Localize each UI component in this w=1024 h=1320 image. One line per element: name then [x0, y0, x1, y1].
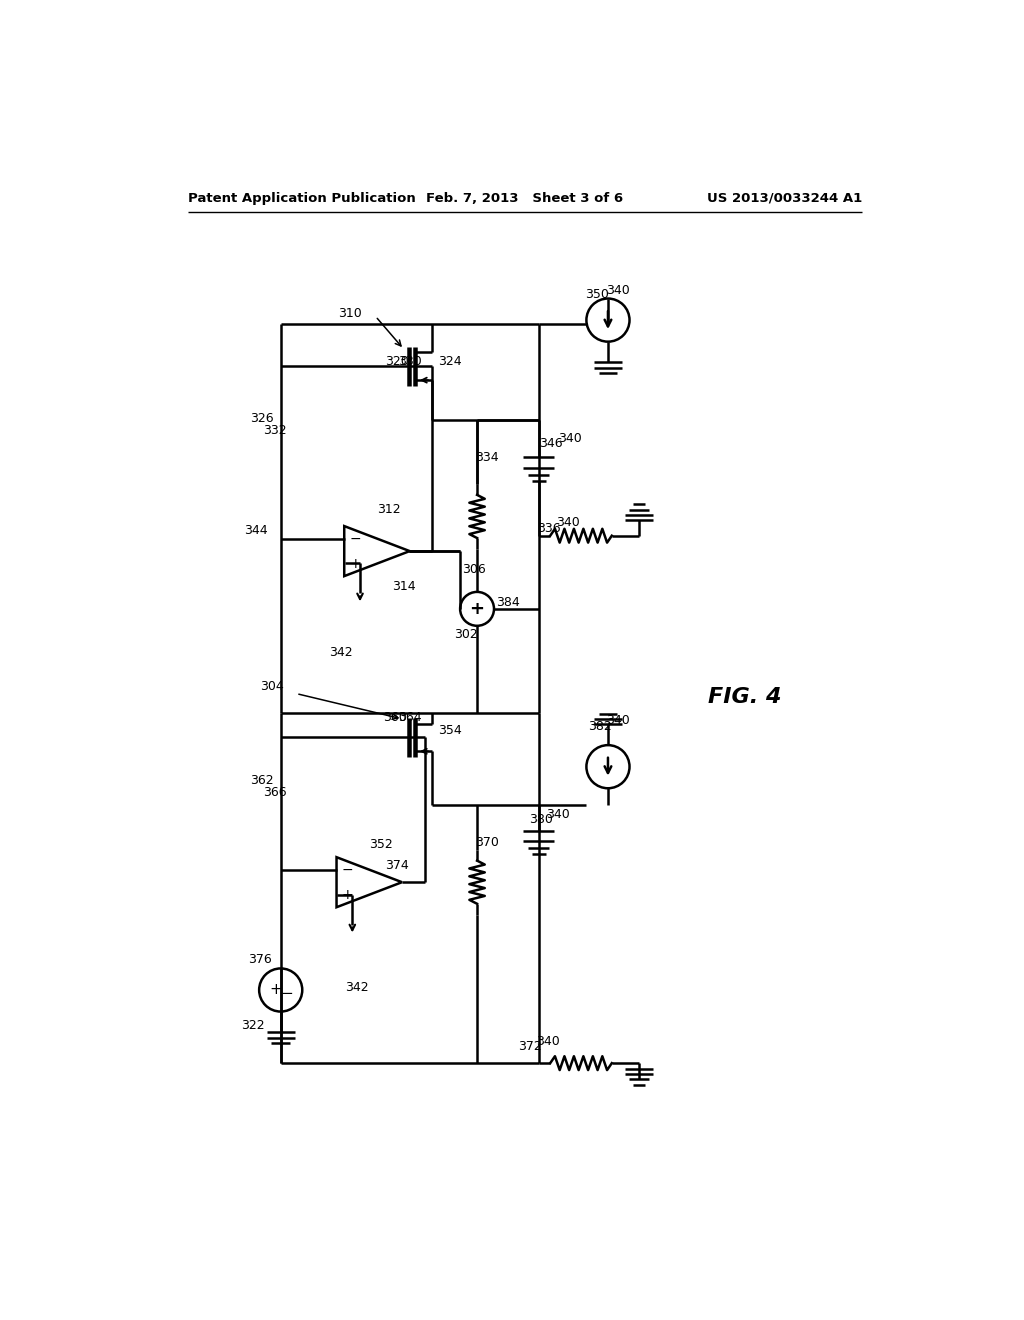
Text: 302: 302 — [454, 628, 478, 642]
Text: +: + — [341, 888, 353, 902]
Text: Feb. 7, 2013   Sheet 3 of 6: Feb. 7, 2013 Sheet 3 of 6 — [426, 191, 624, 205]
Text: 362: 362 — [250, 775, 273, 788]
Text: 380: 380 — [529, 813, 553, 826]
Text: −: − — [281, 986, 293, 1001]
Text: 350: 350 — [585, 288, 608, 301]
Text: 370: 370 — [475, 836, 500, 849]
Text: 340: 340 — [606, 284, 630, 297]
Text: 382: 382 — [588, 721, 611, 734]
Text: 304: 304 — [260, 681, 284, 693]
Text: 374: 374 — [385, 859, 409, 873]
Text: 322: 322 — [241, 1019, 264, 1032]
Text: 344: 344 — [245, 524, 268, 537]
Text: 324: 324 — [438, 355, 462, 368]
Text: 314: 314 — [392, 581, 416, 594]
Text: −: − — [349, 532, 360, 545]
Text: 330: 330 — [398, 355, 422, 368]
Text: 320: 320 — [385, 355, 409, 368]
Text: 340: 340 — [537, 1035, 560, 1048]
Text: 326: 326 — [250, 412, 273, 425]
Text: 342: 342 — [345, 981, 369, 994]
Text: 340: 340 — [547, 808, 570, 821]
Text: 340: 340 — [556, 516, 581, 529]
Text: 342: 342 — [330, 645, 353, 659]
Text: 306: 306 — [462, 562, 485, 576]
Text: 352: 352 — [370, 837, 393, 850]
Text: 336: 336 — [538, 521, 561, 535]
Text: 312: 312 — [377, 503, 400, 516]
Text: 364: 364 — [398, 711, 422, 725]
Text: +: + — [470, 599, 484, 618]
Text: 340: 340 — [605, 714, 630, 727]
Text: Patent Application Publication: Patent Application Publication — [188, 191, 416, 205]
Text: +: + — [269, 982, 283, 998]
Text: 332: 332 — [263, 424, 287, 437]
Text: 384: 384 — [497, 595, 520, 609]
Text: 366: 366 — [263, 785, 287, 799]
Text: 360: 360 — [383, 711, 407, 725]
Text: 354: 354 — [438, 725, 462, 738]
Text: −: − — [341, 863, 353, 876]
Text: 334: 334 — [475, 451, 499, 465]
Text: 346: 346 — [539, 437, 562, 450]
Text: FIG. 4: FIG. 4 — [708, 688, 781, 708]
Text: 372: 372 — [518, 1040, 542, 1053]
Text: US 2013/0033244 A1: US 2013/0033244 A1 — [707, 191, 862, 205]
Text: 340: 340 — [558, 432, 582, 445]
Text: 376: 376 — [248, 953, 271, 966]
Text: +: + — [349, 557, 360, 570]
Text: 310: 310 — [339, 308, 362, 319]
